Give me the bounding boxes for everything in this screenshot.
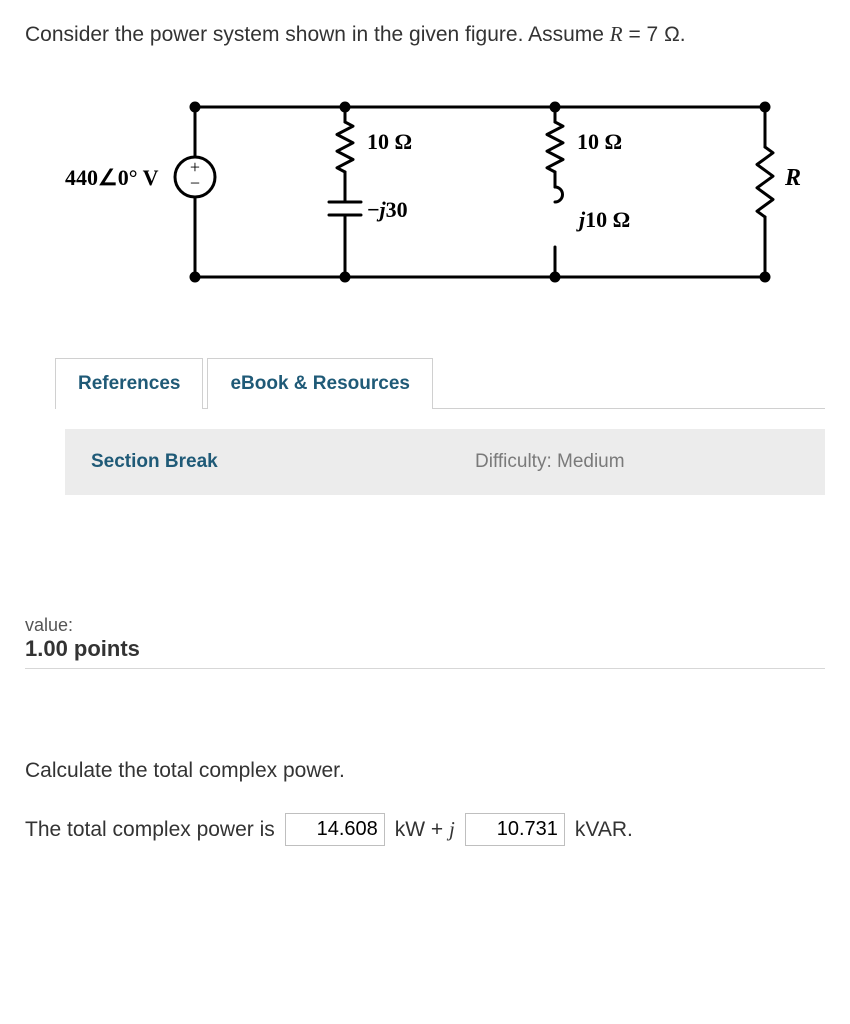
value-label: value:	[25, 615, 825, 636]
section-break-label: Section Break	[91, 451, 415, 473]
circuit-diagram: +−440∠0° V10 Ω−j3010 Ωj10 ΩR	[25, 67, 825, 317]
svg-text:−j30: −j30	[367, 197, 408, 222]
svg-text:440∠0° V: 440∠0° V	[65, 165, 159, 190]
unit-kvar: kVAR.	[575, 818, 633, 842]
answer-input-real[interactable]	[285, 813, 385, 846]
value-divider	[25, 668, 825, 669]
circuit-svg: +−440∠0° V10 Ω−j3010 Ωj10 ΩR	[25, 77, 825, 307]
tab-ebook[interactable]: eBook & Resources	[207, 358, 433, 409]
svg-text:R: R	[784, 165, 801, 191]
question-prompt: Calculate the total complex power.	[25, 759, 825, 783]
value-points: 1.00 points	[25, 636, 825, 662]
problem-statement: Consider the power system shown in the g…	[25, 20, 825, 49]
answer-line: The total complex power is kW + j kVAR.	[25, 813, 825, 846]
section-info: Section Break Difficulty: Medium	[65, 429, 825, 495]
svg-text:−: −	[190, 173, 200, 193]
svg-text:10 Ω: 10 Ω	[577, 129, 622, 154]
svg-text:j10 Ω: j10 Ω	[576, 207, 630, 232]
problem-var: R	[610, 22, 623, 46]
difficulty-label: Difficulty: Medium	[415, 451, 799, 473]
problem-text-after: = 7 Ω.	[623, 23, 686, 46]
answer-prefix: The total complex power is	[25, 818, 275, 842]
tabs: References eBook & Resources	[55, 357, 825, 408]
tab-references[interactable]: References	[55, 358, 203, 409]
problem-text-before: Consider the power system shown in the g…	[25, 23, 610, 46]
answer-input-imag[interactable]	[465, 813, 565, 846]
svg-text:10 Ω: 10 Ω	[367, 129, 412, 154]
unit-kw: kW + j	[395, 817, 455, 842]
value-block: value: 1.00 points	[25, 615, 825, 662]
